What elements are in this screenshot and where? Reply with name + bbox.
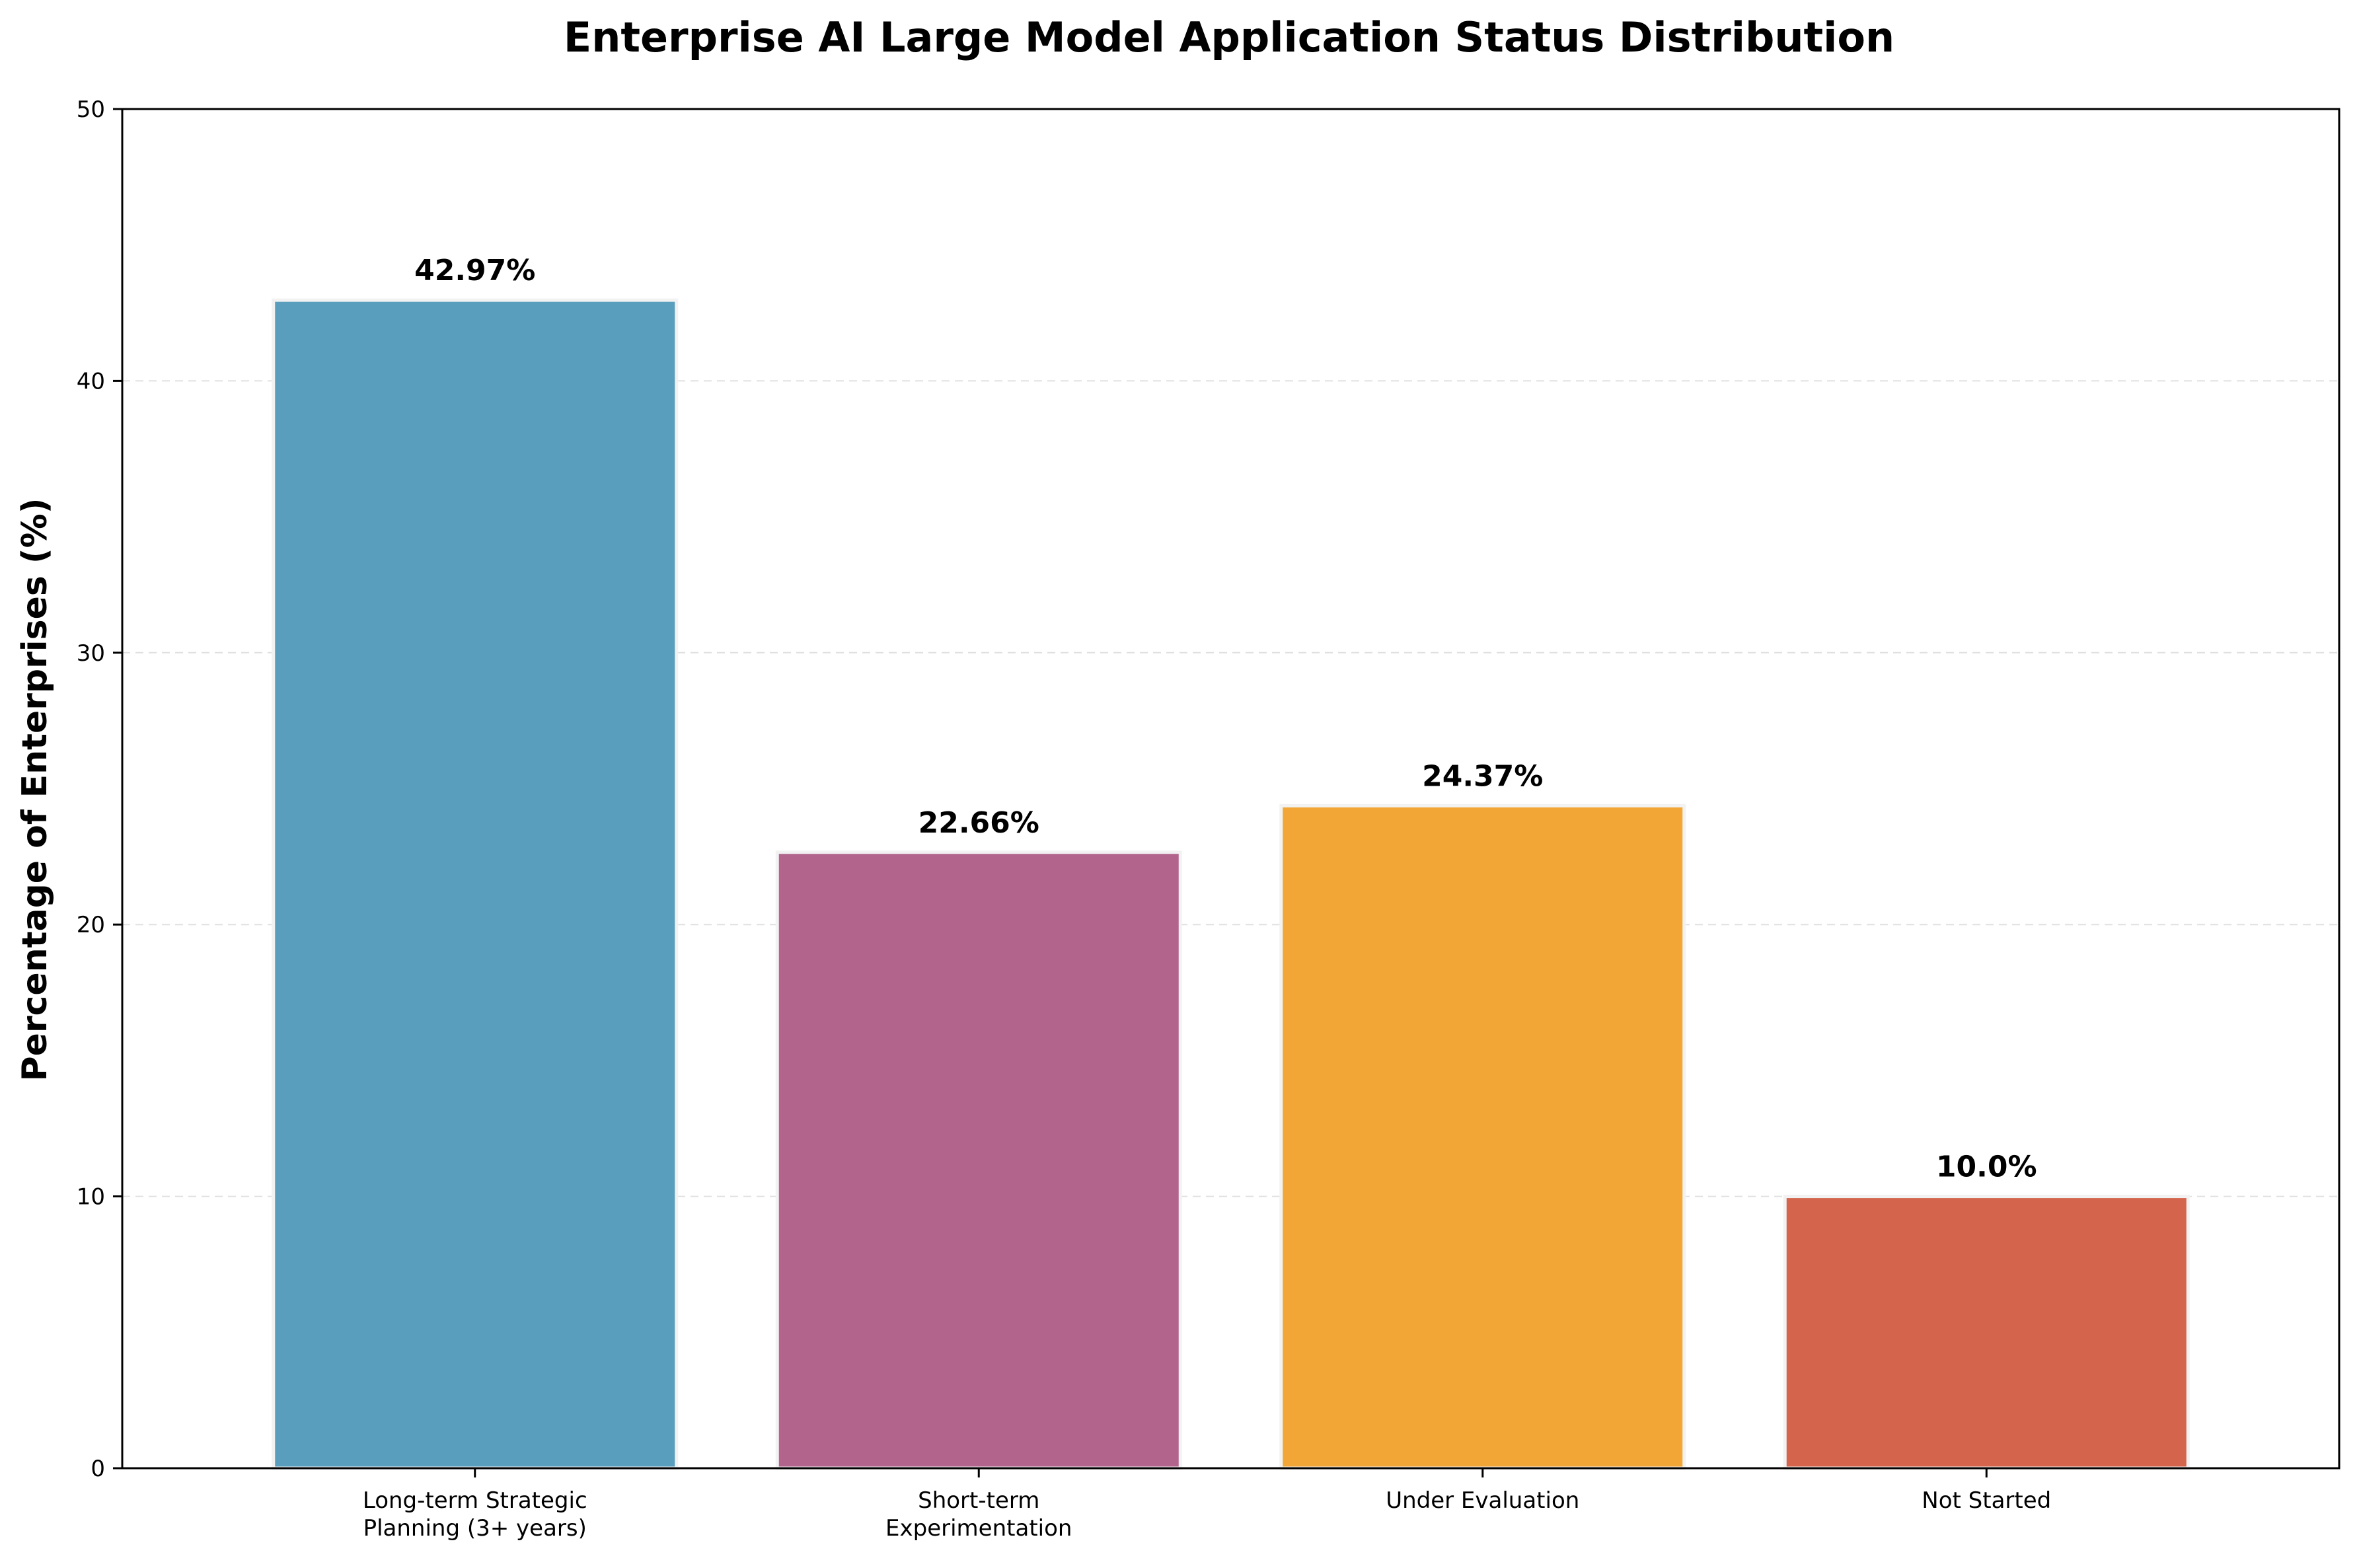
y-tick-label: 30 — [77, 640, 105, 667]
chart-title: Enterprise AI Large Model Application St… — [564, 13, 1894, 61]
x-tick-label: Under Evaluation — [1386, 1487, 1579, 1514]
y-tick-label: 50 — [77, 96, 105, 123]
bars — [272, 298, 2190, 1470]
x-tick-label: Not Started — [1922, 1487, 2051, 1514]
y-axis-label: Percentage of Enterprises (%) — [15, 498, 55, 1081]
bar — [1279, 803, 1686, 1470]
data-label: 42.97% — [414, 254, 535, 287]
data-label: 22.66% — [918, 806, 1039, 840]
bar — [272, 298, 679, 1470]
x-tick-label: Short-term Experimentation — [885, 1487, 1072, 1542]
y-tick-label: 20 — [77, 912, 105, 938]
bar — [775, 850, 1182, 1470]
y-tick-label: 40 — [77, 368, 105, 394]
axes: 0 10 20 30 40 50 Long-term Strategic Planning (… — [77, 96, 2340, 1542]
y-tick-label: 0 — [91, 1456, 105, 1482]
y-tick-label: 10 — [77, 1184, 105, 1211]
bar — [1783, 1195, 2190, 1470]
value-labels: 42.97% 22.66% 24.37% 10.0% — [414, 254, 2037, 1183]
x-tick-label: Long-term Strategic Planning (3+ years) — [363, 1487, 587, 1542]
data-label: 24.37% — [1422, 759, 1543, 793]
plot-frame — [121, 108, 2340, 1470]
data-label: 10.0% — [1936, 1150, 2037, 1184]
